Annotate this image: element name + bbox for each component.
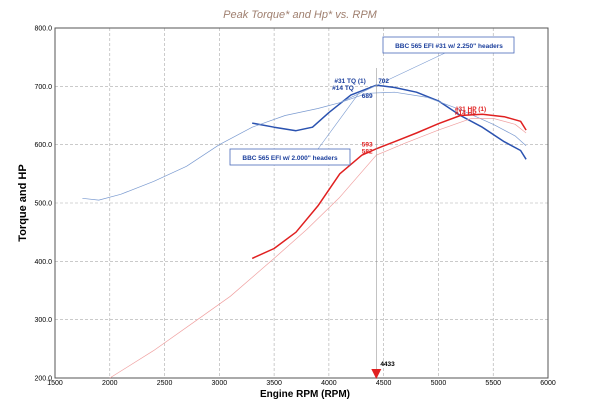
legend-pointer-2 — [317, 91, 360, 150]
legend-entry-2: BBC 565 EFI w/ 2.000" headers — [242, 155, 338, 162]
ticks: 1500 2000 2500 3000 3500 4000 4500 5000 5500 6000… — [34, 26, 555, 388]
x-tick-label: 3000 — [212, 380, 228, 387]
x-tick-label: 2500 — [157, 380, 173, 387]
y-tick-label: 400.0 — [34, 259, 52, 266]
x-tick-label: 3500 — [266, 380, 282, 387]
grid — [54, 27, 549, 379]
series-line-1 — [252, 84, 527, 160]
data-annotation: 689 — [362, 93, 373, 100]
legend-box-2: BBC 565 EFI w/ 2.000" headers — [229, 148, 351, 166]
data-annotation: #14 HP — [455, 110, 477, 117]
x-tick-label: 6000 — [540, 380, 556, 387]
legend-pointer-1 — [339, 52, 446, 103]
rpm-marker-label: 4433 — [380, 361, 395, 368]
data-annotation: 593 — [362, 141, 373, 148]
legend-box-2-frame — [229, 148, 351, 166]
chart-title: Peak Torque* and Hp* vs. RPM — [223, 9, 378, 21]
x-tick-label: 5000 — [431, 380, 447, 387]
data-annotation: 702 — [378, 78, 389, 85]
legend-box-1: BBC 565 EFI #31 w/ 2.250" headers — [382, 36, 515, 54]
y-axis-label: Torque and HP — [17, 164, 29, 241]
y-tick-label: 800.0 — [34, 26, 52, 33]
data-annotation: 582 — [362, 148, 373, 155]
data-annotation: #31 HP (1) — [455, 106, 486, 113]
x-tick-label: 4000 — [321, 380, 337, 387]
rpm-marker-triangle — [371, 369, 382, 379]
data-annotation: #14 TQ — [332, 85, 354, 92]
x-tick-label: 5500 — [485, 380, 501, 387]
data-annotation: #31 TQ (1) — [334, 78, 365, 85]
y-tick-label: 300.0 — [34, 317, 52, 324]
x-tick-label: 1500 — [47, 380, 63, 387]
x-tick-label: 4500 — [376, 380, 392, 387]
x-axis-label: Engine RPM (RPM) — [260, 389, 350, 400]
y-tick-label: 700.0 — [34, 84, 52, 91]
y-tick-label: 500.0 — [34, 201, 52, 208]
plot-frame — [54, 27, 549, 379]
rpm-marker: 4433 — [371, 68, 395, 379]
legend-entry-1: BBC 565 EFI #31 w/ 2.250" headers — [395, 43, 503, 50]
y-tick-label: 600.0 — [34, 142, 52, 149]
x-tick-label: 2000 — [102, 380, 118, 387]
series-line-3 — [251, 113, 527, 260]
y-tick-label: 200.0 — [34, 376, 52, 383]
series-line-4 — [109, 118, 527, 379]
legend-box-1-frame — [382, 36, 515, 54]
series — [82, 52, 527, 379]
